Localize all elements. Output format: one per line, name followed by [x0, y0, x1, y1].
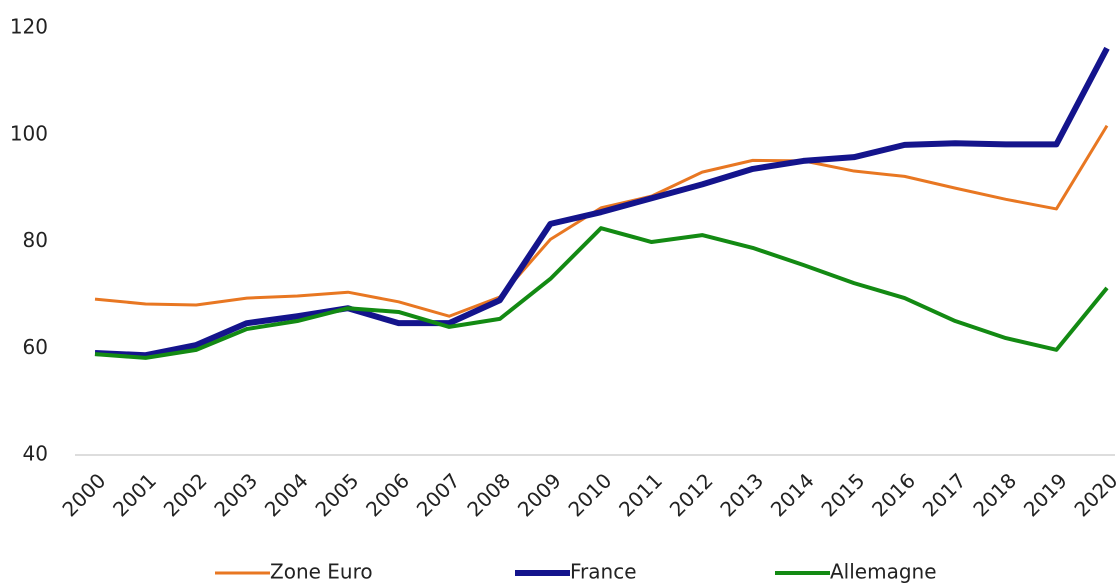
line-series	[94, 46, 1110, 359]
x-tick-label: 2015	[816, 468, 869, 521]
x-tick-label: 2017	[918, 468, 971, 521]
x-tick-label: 2001	[108, 468, 161, 521]
legend-label: Zone Euro	[270, 560, 373, 584]
x-tick-label: 2018	[968, 468, 1021, 521]
y-tick-label: 100	[10, 121, 48, 145]
x-tick-label: 2000	[57, 468, 110, 521]
x-tick-label: 2014	[766, 468, 819, 521]
x-tick-label: 2004	[260, 468, 313, 521]
x-tick-label: 2008	[462, 468, 515, 521]
x-tick-label: 2016	[867, 468, 920, 521]
legend-label: France	[570, 560, 637, 584]
x-tick-label: 2009	[513, 468, 566, 521]
y-tick-label: 40	[23, 442, 48, 466]
x-tick-label: 2020	[1069, 468, 1118, 521]
x-tick-label: 2011	[614, 468, 667, 521]
x-tick-label: 2019	[1019, 468, 1072, 521]
x-tick-label: 2012	[665, 468, 718, 521]
x-tick-label: 2006	[361, 468, 414, 521]
y-tick-label: 80	[23, 228, 48, 252]
x-tick-label: 2002	[159, 468, 212, 521]
x-tick-label: 2013	[715, 468, 768, 521]
y-tick-label: 60	[23, 335, 48, 359]
y-tick-label: 120	[10, 15, 48, 39]
x-tick-label: 2007	[412, 468, 465, 521]
x-tick-label: 2005	[310, 468, 363, 521]
x-tick-label: 2003	[209, 468, 262, 521]
line-series	[94, 226, 1109, 360]
x-tick-label: 2010	[563, 468, 616, 521]
legend-label: Allemagne	[830, 560, 937, 584]
line-series	[94, 124, 1109, 318]
